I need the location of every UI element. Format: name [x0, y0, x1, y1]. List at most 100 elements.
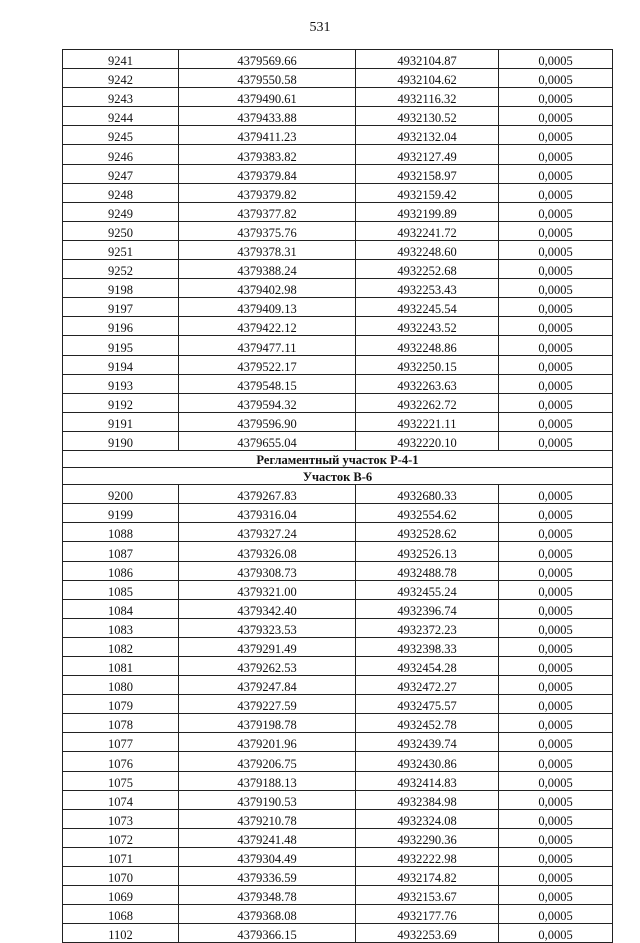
table-row: 9248 4379379.82 4932159.42 0,0005	[62, 182, 613, 203]
table-row: 9191 4379596.90 4932221.11 0,0005	[62, 411, 613, 432]
table-row: 9241 4379569.66 4932104.87 0,0005	[62, 48, 613, 70]
table-row: 1088 4379327.24 4932528.62 0,0005	[62, 522, 613, 543]
y-coordinate-cell: 4932250.15	[355, 354, 499, 375]
accuracy-cell: 0,0005	[498, 335, 613, 356]
accuracy-cell: 0,0005	[498, 316, 613, 337]
table-row: 9190 4379655.04 4932220.10 0,0005	[62, 430, 613, 451]
point-number-cell: 1087	[62, 541, 179, 562]
table-row: 9199 4379316.04 4932554.62 0,0005	[62, 503, 613, 524]
accuracy-cell: 0,0005	[498, 866, 613, 887]
y-coordinate-cell: 4932252.68	[355, 259, 499, 280]
x-coordinate-cell: 4379433.88	[178, 106, 356, 127]
point-number-cell: 9193	[62, 373, 179, 394]
y-coordinate-cell: 4932253.69	[355, 923, 499, 943]
table-row: 9242 4379550.58 4932104.62 0,0005	[62, 68, 613, 89]
y-coordinate-cell: 4932245.54	[355, 297, 499, 318]
table-row: 1085 4379321.00 4932455.24 0,0005	[62, 579, 613, 600]
point-number-cell: 9194	[62, 354, 179, 375]
accuracy-cell: 0,0005	[498, 827, 613, 848]
y-coordinate-cell: 4932439.74	[355, 732, 499, 753]
accuracy-cell: 0,0005	[498, 106, 613, 127]
point-number-cell: 1088	[62, 522, 179, 543]
x-coordinate-cell: 4379477.11	[178, 335, 356, 356]
table-row: 1076 4379206.75 4932430.86 0,0005	[62, 751, 613, 772]
y-coordinate-cell: 4932488.78	[355, 560, 499, 581]
table-row: 1071 4379304.49 4932222.98 0,0005	[62, 846, 613, 868]
x-coordinate-cell: 4379368.08	[178, 904, 356, 925]
accuracy-cell: 0,0005	[498, 846, 613, 868]
accuracy-cell: 0,0005	[498, 259, 613, 280]
accuracy-cell: 0,0005	[498, 373, 613, 394]
table-row: 1073 4379210.78 4932324.08 0,0005	[62, 808, 613, 829]
y-coordinate-cell: 4932221.11	[355, 411, 499, 432]
x-coordinate-cell: 4379378.31	[178, 239, 356, 261]
y-coordinate-cell: 4932262.72	[355, 392, 499, 413]
coordinates-table: 9241 4379569.66 4932104.87 0,0005 9242 437955…	[62, 48, 613, 943]
y-coordinate-cell: 4932222.98	[355, 846, 499, 868]
point-number-cell: 1079	[62, 694, 179, 715]
accuracy-cell: 0,0005	[498, 636, 613, 658]
y-coordinate-cell: 4932372.23	[355, 617, 499, 638]
table-row: 9251 4379378.31 4932248.60 0,0005	[62, 239, 613, 261]
accuracy-cell: 0,0005	[498, 144, 613, 165]
point-number-cell: 9190	[62, 430, 179, 451]
x-coordinate-cell: 4379326.08	[178, 541, 356, 562]
x-coordinate-cell: 4379210.78	[178, 808, 356, 829]
table-row: 9247 4379379.84 4932158.97 0,0005	[62, 163, 613, 184]
accuracy-cell: 0,0005	[498, 789, 613, 810]
x-coordinate-cell: 4379304.49	[178, 846, 356, 868]
point-number-cell: 1071	[62, 846, 179, 868]
y-coordinate-cell: 4932414.83	[355, 770, 499, 791]
accuracy-cell: 0,0005	[498, 560, 613, 581]
point-number-cell: 1075	[62, 770, 179, 791]
x-coordinate-cell: 4379409.13	[178, 297, 356, 318]
y-coordinate-cell: 4932220.10	[355, 430, 499, 451]
accuracy-cell: 0,0005	[498, 655, 613, 677]
table-row: 9200 4379267.83 4932680.33 0,0005	[62, 484, 613, 505]
y-coordinate-cell: 4932159.42	[355, 182, 499, 203]
table-row: 9252 4379388.24 4932252.68 0,0005	[62, 259, 613, 280]
y-coordinate-cell: 4932526.13	[355, 541, 499, 562]
y-coordinate-cell: 4932132.04	[355, 125, 499, 146]
table-body-part1: 9241 4379569.66 4932104.87 0,0005 9242 437955…	[62, 48, 613, 451]
accuracy-cell: 0,0005	[498, 751, 613, 772]
y-coordinate-cell: 4932241.72	[355, 220, 499, 241]
point-number-cell: 1102	[62, 923, 179, 943]
point-number-cell: 1083	[62, 617, 179, 638]
point-number-cell: 1069	[62, 885, 179, 906]
section-title: Регламентный участок Р-4-1	[62, 449, 613, 469]
y-coordinate-cell: 4932454.28	[355, 655, 499, 677]
point-number-cell: 1073	[62, 808, 179, 829]
x-coordinate-cell: 4379490.61	[178, 87, 356, 108]
x-coordinate-cell: 4379596.90	[178, 411, 356, 432]
accuracy-cell: 0,0005	[498, 278, 613, 299]
table-row: 1070 4379336.59 4932174.82 0,0005	[62, 866, 613, 887]
y-coordinate-cell: 4932398.33	[355, 636, 499, 658]
table-row: 9198 4379402.98 4932253.43 0,0005	[62, 278, 613, 299]
table-row: 1075 4379188.13 4932414.83 0,0005	[62, 770, 613, 791]
x-coordinate-cell: 4379594.32	[178, 392, 356, 413]
accuracy-cell: 0,0005	[498, 220, 613, 241]
y-coordinate-cell: 4932554.62	[355, 503, 499, 524]
point-number-cell: 9249	[62, 201, 179, 222]
accuracy-cell: 0,0005	[498, 201, 613, 222]
accuracy-cell: 0,0005	[498, 392, 613, 413]
accuracy-cell: 0,0005	[498, 430, 613, 451]
y-coordinate-cell: 4932324.08	[355, 808, 499, 829]
x-coordinate-cell: 4379227.59	[178, 694, 356, 715]
y-coordinate-cell: 4932127.49	[355, 144, 499, 165]
accuracy-cell: 0,0005	[498, 923, 613, 943]
table-row: 1080 4379247.84 4932472.27 0,0005	[62, 675, 613, 696]
x-coordinate-cell: 4379342.40	[178, 598, 356, 619]
accuracy-cell: 0,0005	[498, 885, 613, 906]
point-number-cell: 1070	[62, 866, 179, 887]
accuracy-cell: 0,0005	[498, 163, 613, 184]
y-coordinate-cell: 4932430.86	[355, 751, 499, 772]
x-coordinate-cell: 4379402.98	[178, 278, 356, 299]
accuracy-cell: 0,0005	[498, 904, 613, 925]
point-number-cell: 9191	[62, 411, 179, 432]
table-row: 9243 4379490.61 4932116.32 0,0005	[62, 87, 613, 108]
section-row: Регламентный участок Р-4-1	[62, 449, 613, 469]
point-number-cell: 9252	[62, 259, 179, 280]
accuracy-cell: 0,0005	[498, 411, 613, 432]
